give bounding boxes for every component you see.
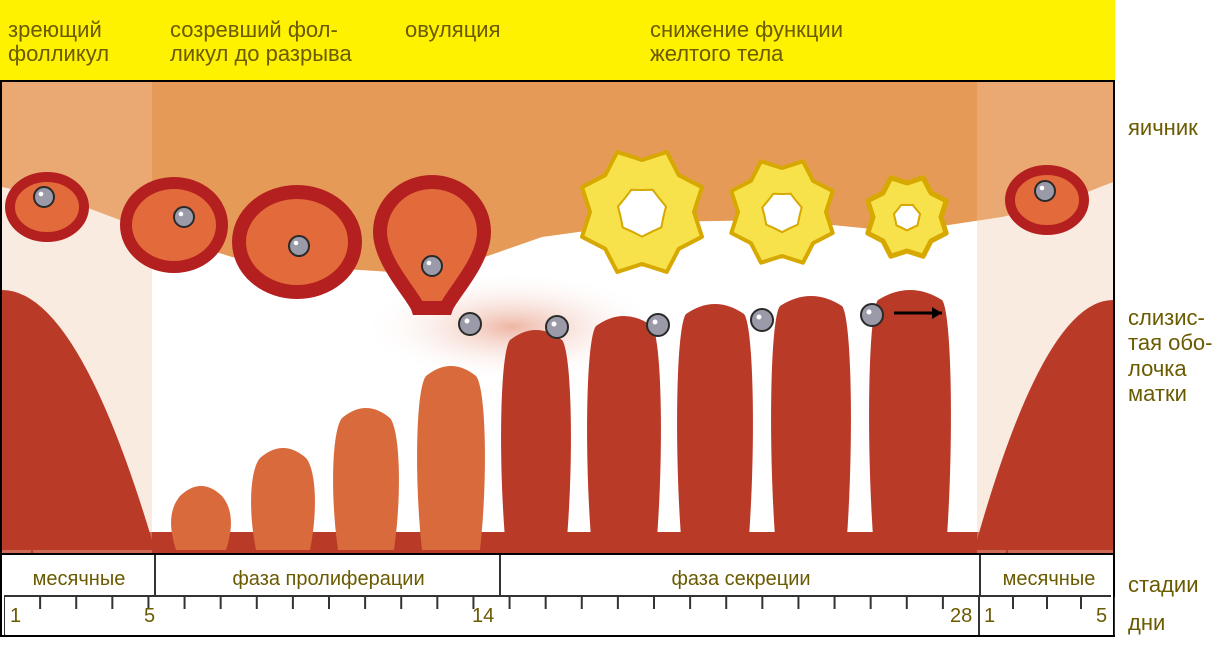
stage-label-0: месячные xyxy=(4,568,154,591)
endometrium-column-1 xyxy=(251,448,315,550)
day-axis: 1 5 14 28 1 5 xyxy=(4,597,1111,635)
day-ticks xyxy=(4,597,1115,635)
endometrium-column-3 xyxy=(417,366,485,550)
ovum-1 xyxy=(546,316,568,338)
header-phase-label-2: овуляция xyxy=(405,18,501,42)
endometrium-column-0 xyxy=(171,486,231,550)
day-label-0: 1 xyxy=(10,605,21,628)
follicle-2 xyxy=(239,192,355,292)
ovum-4 xyxy=(861,304,883,326)
ovum-2 xyxy=(647,314,669,336)
side-label-2: стадии xyxy=(1128,572,1198,597)
day-label-2: 14 xyxy=(472,605,494,628)
follicle-0 xyxy=(10,177,84,237)
stage-segment-2: фаза секреции xyxy=(499,555,981,595)
stage-axis: месячныефаза пролиферациифаза секрецииме… xyxy=(4,555,1111,597)
cycle-diagram-svg xyxy=(2,82,1113,553)
endometrium-column-5 xyxy=(587,316,661,550)
header-phase-label-1: созревший фол-ликул до разрыва xyxy=(170,18,352,66)
side-label-3: дни xyxy=(1128,610,1165,635)
stage-segment-1: фаза пролиферации xyxy=(154,555,501,595)
side-label-1: слизис-тая обо-лочкаматки xyxy=(1128,305,1213,406)
stage-segment-0: месячные xyxy=(4,555,154,595)
day-label-5: 5 xyxy=(1096,605,1107,628)
endometrium-column-6 xyxy=(677,304,753,550)
endometrium-column-8 xyxy=(869,290,951,550)
side-label-0: яичник xyxy=(1128,115,1198,140)
follicle-1 xyxy=(126,183,222,267)
axis-area: месячныефаза пролиферациифаза секрецииме… xyxy=(0,555,1115,637)
endometrium-column-2 xyxy=(333,408,399,550)
day-label-3: 28 xyxy=(950,605,972,628)
day-label-4: 1 xyxy=(984,605,995,628)
main-diagram-frame xyxy=(0,80,1115,555)
diagram-root: зреющийфолликул созревший фол-ликул до ра… xyxy=(0,0,1230,650)
day-label-1: 5 xyxy=(144,605,155,628)
endometrium-column-4 xyxy=(501,330,571,550)
stage-label-3: месячные xyxy=(981,568,1117,591)
ovum-3 xyxy=(751,309,773,331)
follicle-next-cycle xyxy=(1010,170,1084,230)
endometrium-column-7 xyxy=(771,296,851,550)
ovum-0 xyxy=(459,313,481,335)
header-phase-label-3: снижение функциижелтого тела xyxy=(650,18,843,66)
header-phase-label-0: зреющийфолликул xyxy=(8,18,109,66)
header-bar: зреющийфолликул созревший фол-ликул до ра… xyxy=(0,0,1115,80)
stage-segment-3: месячные xyxy=(979,555,1117,595)
stage-label-2: фаза секреции xyxy=(501,568,981,591)
stage-label-1: фаза пролиферации xyxy=(156,568,501,591)
